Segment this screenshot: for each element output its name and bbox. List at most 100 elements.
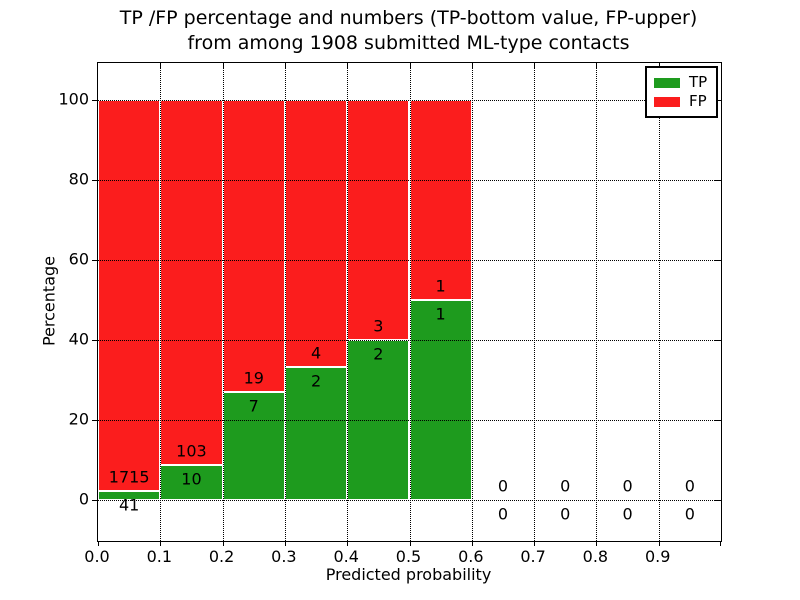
x-tick-mark-bottom (596, 541, 598, 546)
fp-count-label: 3 (373, 316, 384, 336)
tp-count-label: 0 (560, 504, 571, 524)
x-tick-mark-bottom (471, 541, 473, 546)
x-tick-mark-top (534, 63, 536, 69)
gridline-horizontal (98, 340, 721, 341)
legend-item-fp: FP (654, 92, 709, 111)
x-tick-label: 0.1 (146, 547, 173, 566)
y-tick-mark-left (92, 180, 98, 181)
x-tick-label: 0.2 (208, 547, 235, 566)
tp-count-label: 2 (310, 371, 322, 391)
fp-count-label: 1 (435, 276, 446, 296)
y-tick-mark-left (92, 340, 98, 341)
fp-count-label: 1715 (108, 467, 150, 487)
chart-title-line2: from among 1908 submitted ML-type contac… (187, 32, 630, 54)
tp-count-label: 2 (373, 344, 384, 364)
x-tick-mark-top (471, 63, 473, 69)
x-tick-mark-bottom (720, 541, 721, 546)
gridline-vertical (284, 63, 286, 541)
x-tick-mark-bottom (98, 541, 99, 546)
bar-segment-tp (160, 464, 223, 500)
x-tick-label: 0.3 (271, 547, 297, 566)
gridline-vertical (596, 63, 598, 541)
tp-count-label: 7 (248, 396, 259, 416)
x-tick-label: 0.4 (333, 547, 359, 566)
y-tick-mark-right (715, 500, 721, 501)
bar-segment-fp (222, 100, 285, 393)
y-tick-label: 20 (68, 409, 89, 429)
gridline-vertical (658, 63, 660, 541)
gridline-horizontal (98, 260, 721, 261)
chart-title: TP /FP percentage and numbers (TP-bottom… (97, 6, 720, 56)
x-tick-label: 0.5 (395, 547, 422, 566)
y-tick-mark-left (92, 420, 98, 421)
x-tick-mark-top (596, 63, 598, 69)
gridline-horizontal (98, 180, 721, 181)
legend-swatch-tp (654, 77, 680, 88)
gridline-horizontal (98, 500, 721, 501)
x-tick-mark-top (284, 63, 286, 69)
x-tick-mark-bottom (222, 541, 224, 546)
x-tick-label: 0.6 (458, 547, 484, 566)
gridline-horizontal (98, 100, 721, 101)
y-tick-mark-right (715, 260, 721, 261)
bar-segment-tp (98, 490, 161, 500)
fp-count-label: 0 (560, 476, 571, 496)
y-tick-mark-right (715, 180, 721, 181)
gridline-vertical (347, 63, 349, 541)
y-tick-mark-left (92, 100, 98, 101)
plot-area: 1715 41 103 10 19 7 4 2 3 2 1 1 0 0 0 0 0 0 0 0 (92, 62, 722, 546)
legend-label-tp: TP (689, 73, 708, 91)
y-tick-mark-right (715, 420, 721, 421)
x-axis-label: Predicted probability (325, 565, 492, 584)
bar-segment-fp (160, 100, 223, 465)
x-tick-mark-top (222, 63, 224, 69)
x-tick-mark-bottom (347, 541, 349, 546)
x-tick-mark-top (160, 63, 162, 69)
y-tick-mark-left (92, 500, 98, 501)
y-tick-label: 60 (68, 249, 89, 269)
x-tick-mark-bottom (658, 541, 660, 546)
bar-segment-tp (409, 300, 472, 500)
x-tick-mark-top (409, 63, 411, 69)
tp-count-label: 0 (622, 504, 633, 524)
tp-count-label: 41 (118, 495, 140, 515)
y-tick-label: 100 (58, 89, 89, 109)
y-tick-mark-right (715, 100, 721, 101)
gridline-vertical (471, 63, 473, 541)
x-tick-mark-bottom (409, 541, 411, 546)
x-tick-mark-bottom (284, 541, 286, 546)
bar-segment-fp (284, 100, 348, 367)
gridline-vertical (409, 63, 411, 541)
tp-count-label: 0 (497, 504, 509, 524)
tp-count-label: 10 (181, 469, 202, 489)
fp-count-label: 0 (497, 476, 509, 496)
tp-count-label: 1 (435, 304, 446, 324)
fp-count-label: 103 (176, 441, 207, 461)
x-tick-label: 0.8 (582, 547, 609, 566)
legend-swatch-fp (654, 96, 680, 107)
x-tick-label: 0.9 (644, 547, 671, 566)
y-tick-label: 0 (78, 489, 89, 509)
chart-title-line1: TP /FP percentage and numbers (TP-bottom… (119, 7, 698, 29)
bar-segment-fp (347, 100, 410, 340)
tp-count-label: 0 (684, 504, 695, 524)
x-tick-label: 0.7 (520, 547, 546, 566)
bar-segment-fp (409, 100, 472, 300)
bar-segment-tp (284, 366, 348, 500)
x-tick-label: 0.0 (84, 547, 110, 566)
gridline-vertical (534, 63, 536, 541)
bar-segment-fp (98, 100, 161, 491)
legend: TP FP (645, 66, 718, 118)
gridline-vertical (160, 63, 162, 541)
fp-count-label: 19 (243, 368, 264, 388)
fp-count-label: 0 (684, 476, 695, 496)
gridline-horizontal (98, 420, 721, 421)
y-tick-mark-left (92, 260, 98, 261)
y-tick-label: 80 (68, 169, 89, 189)
legend-label-fp: FP (689, 92, 707, 110)
legend-item-tp: TP (654, 73, 709, 92)
fp-count-label: 0 (622, 476, 633, 496)
x-tick-mark-top (347, 63, 349, 69)
gridline-vertical (222, 63, 224, 541)
y-tick-mark-right (715, 340, 721, 341)
